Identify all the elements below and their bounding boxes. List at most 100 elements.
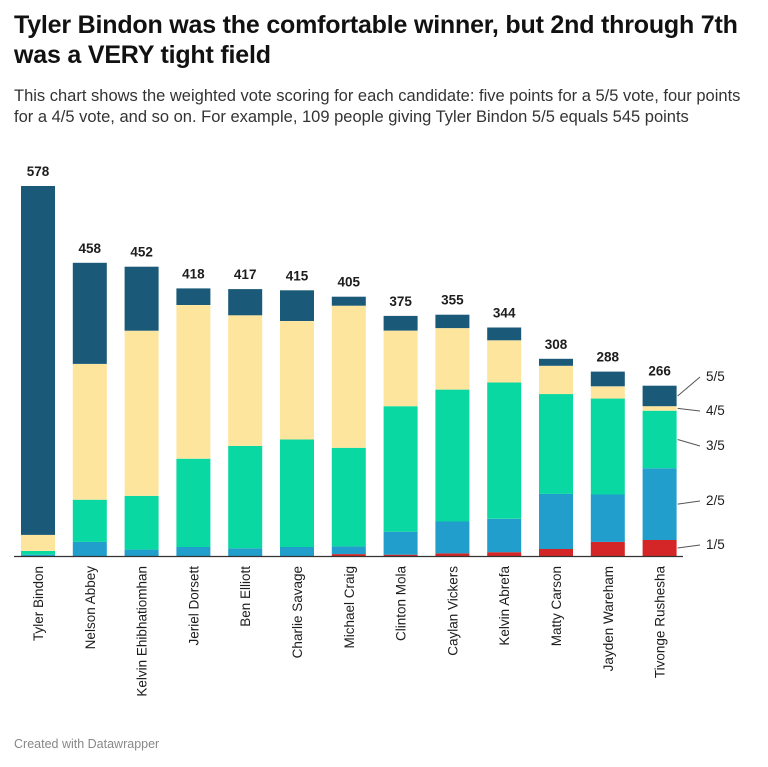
legend-label-3-5: 3/5 bbox=[706, 438, 725, 453]
bar-segment-2-5 bbox=[487, 518, 522, 553]
category-label: Kelvin Ehibhatiomhan bbox=[135, 566, 150, 697]
legend: 1/5 2/5 3/5 4/5 5/5 bbox=[677, 369, 725, 552]
bar-segment-5-5 bbox=[642, 385, 677, 407]
category-label: Caylan Vickers bbox=[445, 566, 460, 656]
legend-leader-line bbox=[677, 439, 701, 447]
bar-segment-2-5 bbox=[383, 531, 418, 555]
category-label: Jayden Wareham bbox=[601, 566, 616, 671]
bar-segment-2-5 bbox=[435, 521, 470, 554]
total-label: 452 bbox=[130, 245, 153, 260]
bar-segment-1-5 bbox=[539, 549, 573, 556]
total-label: 415 bbox=[286, 268, 309, 283]
bar-stack bbox=[280, 290, 314, 556]
bar-segment-1-5 bbox=[487, 552, 522, 556]
bar-stack bbox=[642, 385, 677, 556]
bar-segment-2-5 bbox=[590, 494, 625, 542]
legend-leader-line bbox=[677, 376, 701, 397]
bar-segment-1-5 bbox=[331, 554, 366, 556]
bar-stack bbox=[539, 358, 573, 556]
credit-text: Created with Datawrapper bbox=[14, 737, 160, 751]
bar-segment-3-5 bbox=[590, 398, 625, 495]
legend-leader-line bbox=[677, 407, 701, 412]
bar-segment-2-5 bbox=[72, 541, 107, 556]
bar-segment-3-5 bbox=[539, 394, 573, 494]
bar-segment-2-5 bbox=[124, 549, 159, 556]
bar-segment-4-5 bbox=[383, 330, 418, 407]
bar-segment-3-5 bbox=[642, 410, 677, 469]
bar-segment-4-5 bbox=[331, 305, 366, 448]
bar-segment-2-5 bbox=[539, 493, 573, 549]
bar-segment-5-5 bbox=[487, 327, 522, 341]
total-label: 578 bbox=[27, 164, 50, 179]
bar-segment-4-5 bbox=[124, 330, 159, 496]
bar-segment-5-5 bbox=[383, 315, 418, 331]
bar-segment-3-5 bbox=[280, 439, 314, 547]
bar-segment-4-5 bbox=[590, 386, 625, 399]
bar-segment-4-5 bbox=[539, 365, 573, 395]
bar-stack bbox=[72, 262, 107, 556]
bar-segment-3-5 bbox=[331, 447, 366, 547]
bar-segment-3-5 bbox=[124, 495, 159, 550]
chart-subtitle: This chart shows the weighted vote scori… bbox=[14, 87, 741, 126]
bar-segment-5-5 bbox=[331, 296, 366, 306]
bar-segment-4-5 bbox=[435, 328, 470, 390]
bar-segment-4-5 bbox=[176, 305, 211, 459]
bar-segment-1-5 bbox=[435, 553, 470, 556]
bar-stack bbox=[590, 371, 625, 556]
bar-stack bbox=[176, 288, 211, 556]
bar-segment-3-5 bbox=[176, 458, 211, 547]
bar-segment-5-5 bbox=[539, 358, 573, 366]
bar-segment-5-5 bbox=[72, 262, 107, 364]
bar-stack bbox=[435, 314, 470, 556]
legend-label-1-5: 1/5 bbox=[706, 537, 725, 552]
bar-segment-4-5 bbox=[21, 534, 55, 551]
bar-stack bbox=[228, 289, 263, 556]
category-label: Clinton Mola bbox=[394, 566, 409, 642]
bar-segment-5-5 bbox=[435, 314, 470, 329]
total-label: 344 bbox=[493, 306, 516, 321]
bar-segment-4-5 bbox=[487, 340, 522, 383]
bars bbox=[21, 186, 677, 556]
bar-segment-3-5 bbox=[487, 382, 522, 519]
bar-segment-1-5 bbox=[590, 541, 625, 556]
bar-segment-4-5 bbox=[642, 406, 677, 411]
legend-leader-line bbox=[677, 500, 701, 505]
chart-title: Tyler Bindon was the comfortable winner,… bbox=[14, 11, 738, 69]
bar-segment-4-5 bbox=[72, 364, 107, 500]
category-label: Ben Elliott bbox=[238, 566, 253, 627]
total-label: 375 bbox=[389, 294, 412, 309]
bar-segment-5-5 bbox=[590, 371, 625, 387]
total-label: 266 bbox=[648, 364, 671, 379]
legend-label-2-5: 2/5 bbox=[706, 493, 725, 508]
bar-stack bbox=[124, 266, 159, 556]
legend-leader-line bbox=[677, 544, 701, 549]
bar-segment-5-5 bbox=[124, 266, 159, 331]
total-label: 355 bbox=[441, 293, 464, 308]
total-label: 458 bbox=[79, 241, 102, 256]
bar-segment-5-5 bbox=[21, 186, 55, 535]
bar-segment-3-5 bbox=[383, 406, 418, 532]
category-label: Tivonge Rushesha bbox=[653, 566, 668, 679]
bar-segment-2-5 bbox=[176, 547, 211, 556]
bar-segment-5-5 bbox=[280, 290, 314, 321]
bar-segment-4-5 bbox=[228, 315, 263, 446]
category-label: Matty Carson bbox=[549, 566, 564, 646]
bar-segment-5-5 bbox=[228, 289, 263, 316]
total-label: 418 bbox=[182, 266, 205, 281]
category-label: Charlie Savage bbox=[290, 566, 305, 658]
bar-segment-2-5 bbox=[642, 468, 677, 540]
bar-stack bbox=[383, 315, 418, 556]
category-label: Tyler Bindon bbox=[31, 566, 46, 641]
legend-label-4-5: 4/5 bbox=[706, 403, 725, 418]
bar-segment-3-5 bbox=[435, 389, 470, 522]
bar-segment-2-5 bbox=[228, 548, 263, 556]
category-label: Kelvin Abrefa bbox=[497, 566, 512, 646]
bar-stack bbox=[21, 186, 55, 556]
category-label: Jeriel Dorsett bbox=[186, 566, 201, 646]
category-label: Nelson Abbey bbox=[83, 566, 98, 650]
bar-segment-1-5 bbox=[383, 554, 418, 556]
bar-segment-3-5 bbox=[228, 445, 263, 549]
total-label: 288 bbox=[597, 350, 620, 365]
